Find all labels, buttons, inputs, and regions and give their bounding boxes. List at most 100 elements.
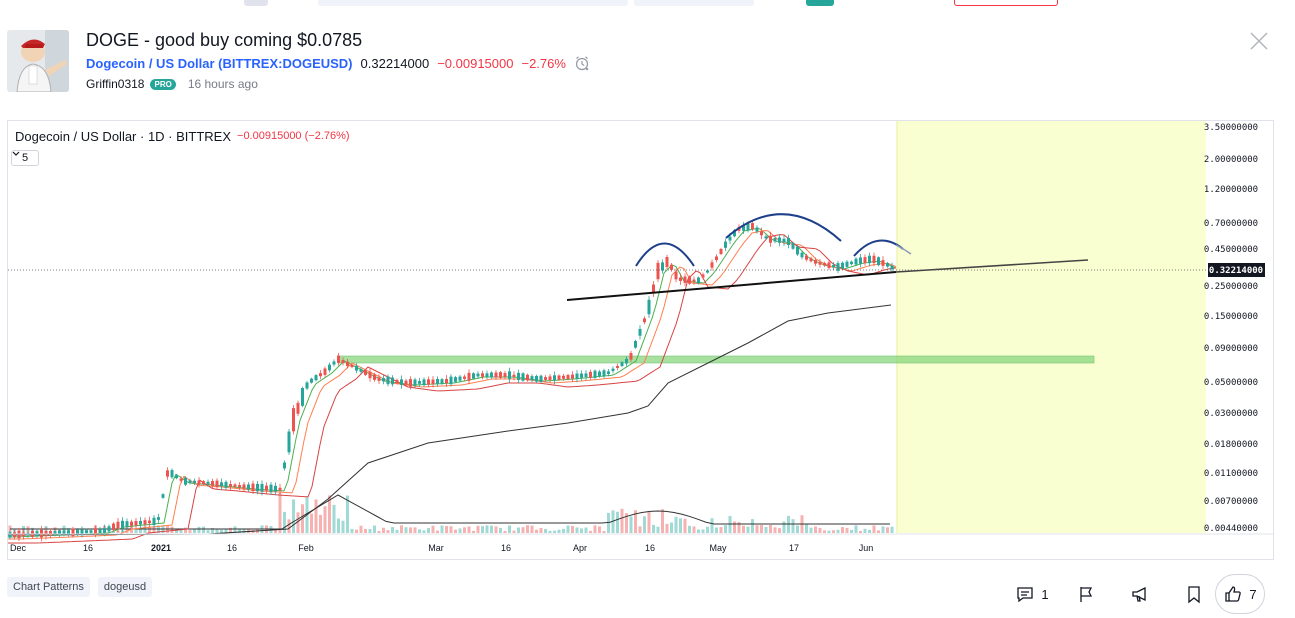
candle-body bbox=[836, 263, 840, 271]
candle-body bbox=[823, 263, 826, 266]
candle-body bbox=[485, 373, 489, 377]
volume-bar bbox=[314, 499, 318, 533]
volume-bar bbox=[751, 519, 754, 533]
chart-area[interactable]: 0.32214000 3.50000000 2.00000000 1.2000000… bbox=[7, 120, 1274, 560]
symbol-change-pct: −2.76% bbox=[521, 55, 566, 71]
candle-body bbox=[440, 379, 444, 384]
candle-body bbox=[724, 241, 727, 248]
candle-body bbox=[247, 484, 250, 490]
thumbs-up-icon bbox=[1225, 586, 1242, 602]
price-axis-label: 0.00700000 bbox=[1204, 497, 1258, 507]
candle-body bbox=[598, 371, 601, 377]
tag-list: Chart Patterns dogeusd bbox=[7, 577, 153, 597]
candle-body bbox=[872, 255, 876, 264]
bookmark-button[interactable] bbox=[1182, 578, 1206, 610]
volume-bar bbox=[220, 529, 223, 533]
volume-bar bbox=[598, 526, 601, 533]
candle-body bbox=[634, 341, 637, 348]
comments-button[interactable]: 1 bbox=[1014, 578, 1050, 610]
alarm-clock-icon[interactable] bbox=[574, 55, 590, 71]
volume-bar bbox=[377, 530, 381, 533]
candle-body bbox=[341, 360, 345, 363]
candle-body bbox=[346, 361, 349, 366]
volume-bar bbox=[701, 529, 705, 533]
candle-body bbox=[863, 257, 867, 264]
volume-bar bbox=[391, 527, 394, 533]
candle-body bbox=[44, 531, 48, 536]
volume-bar bbox=[139, 528, 142, 533]
candle-body bbox=[107, 526, 111, 531]
boost-button[interactable]: 7 bbox=[1215, 574, 1265, 614]
candle-body bbox=[377, 377, 381, 381]
share-button[interactable] bbox=[1128, 578, 1152, 610]
volume-bar bbox=[287, 519, 291, 533]
symbol-price: 0.32214000 bbox=[360, 55, 430, 71]
tag-chart-patterns[interactable]: Chart Patterns bbox=[7, 577, 90, 597]
price-axis-label: 0.70000000 bbox=[1204, 219, 1258, 229]
candle-body bbox=[143, 520, 147, 525]
volume-bar bbox=[503, 530, 507, 533]
candle-body bbox=[544, 377, 547, 380]
volume-bar bbox=[755, 525, 759, 533]
candle-body bbox=[530, 376, 534, 381]
candle-body bbox=[166, 470, 169, 477]
candle-body bbox=[787, 237, 790, 246]
close-icon[interactable] bbox=[1248, 30, 1270, 52]
publish-time: 16 hours ago bbox=[187, 77, 258, 91]
price-axis-label: 0.25000000 bbox=[1204, 282, 1258, 292]
report-button[interactable] bbox=[1074, 578, 1098, 610]
candle-body bbox=[589, 371, 592, 378]
volume-bar bbox=[350, 528, 354, 533]
author-name[interactable]: Griffin0318 bbox=[86, 77, 145, 91]
author-avatar[interactable] bbox=[7, 30, 69, 92]
candle-body bbox=[260, 483, 264, 492]
candle-body bbox=[692, 279, 696, 282]
volume-bar bbox=[346, 495, 349, 533]
volume-bar bbox=[746, 526, 750, 533]
tag-dogeusd[interactable]: dogeusd bbox=[97, 577, 153, 597]
volume-bar bbox=[881, 526, 885, 533]
price-axis-label: 0.03000000 bbox=[1204, 409, 1258, 419]
last-price-label: 0.32214000 bbox=[1209, 266, 1263, 276]
candle-body bbox=[818, 262, 822, 265]
candle-body bbox=[490, 372, 493, 378]
candle-body bbox=[715, 256, 718, 261]
volume-bar bbox=[422, 530, 426, 533]
chart-legend: Dogecoin / US Dollar · 1D · BITTREX −0.0… bbox=[15, 129, 350, 144]
idea-title: DOGE - good buy coming $0.0785 bbox=[86, 30, 363, 50]
candle-body bbox=[805, 255, 808, 260]
candle-body bbox=[53, 531, 57, 535]
chart-canvas[interactable]: 0.32214000 3.50000000 2.00000000 1.2000000… bbox=[8, 121, 1275, 561]
candle-body bbox=[688, 276, 691, 284]
volume-bar bbox=[481, 526, 484, 533]
volume-bar bbox=[782, 521, 786, 533]
symbol-link[interactable]: Dogecoin / US Dollar (BITTREX:DOGEUSD) bbox=[86, 55, 353, 71]
candle-body bbox=[305, 382, 309, 389]
candle-body bbox=[625, 358, 628, 364]
volume-bar bbox=[742, 525, 745, 533]
candle-body bbox=[620, 362, 624, 367]
volume-bar bbox=[670, 522, 673, 533]
time-axis-label: Jun bbox=[859, 543, 874, 553]
price-axis-label: 3.50000000 bbox=[1204, 123, 1258, 133]
volume-bar bbox=[737, 521, 741, 533]
volume-bar bbox=[814, 526, 817, 533]
volume-bar bbox=[517, 527, 520, 533]
volume-bar bbox=[184, 527, 187, 533]
volume-bar bbox=[796, 525, 799, 533]
candle-body bbox=[283, 462, 286, 469]
volume-bar bbox=[719, 527, 723, 533]
candle-body bbox=[859, 257, 862, 264]
candle-body bbox=[751, 223, 754, 230]
volume-bar bbox=[400, 525, 403, 533]
indicators-collapse-button[interactable]: 5 bbox=[11, 150, 39, 166]
volume-bar bbox=[386, 530, 390, 533]
price-axis-label: 1.20000000 bbox=[1204, 185, 1258, 195]
candle-body bbox=[220, 482, 223, 487]
candle-body bbox=[670, 264, 673, 270]
volume-bar bbox=[611, 510, 615, 533]
candle-body bbox=[562, 375, 565, 379]
volume-ma-line bbox=[10, 494, 890, 530]
candle-body bbox=[512, 374, 516, 377]
volume-bar bbox=[512, 530, 516, 533]
